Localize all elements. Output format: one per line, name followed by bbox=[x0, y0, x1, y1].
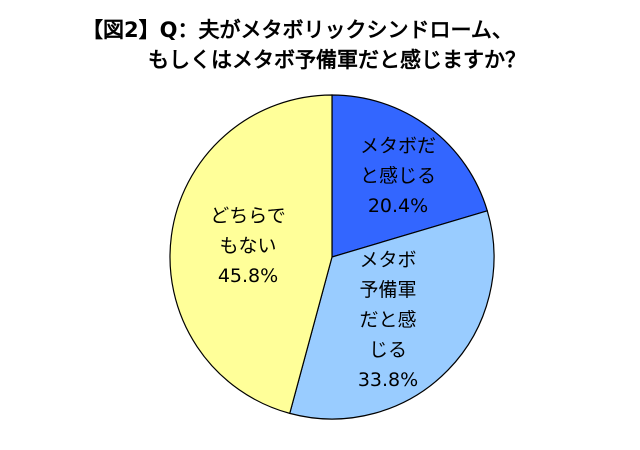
pie-slice-1 bbox=[289, 210, 495, 420]
slice-category-label-1-1: 予備軍 bbox=[359, 279, 416, 301]
pie-slice-0 bbox=[331, 94, 489, 258]
pie-slice-2 bbox=[169, 94, 333, 415]
chart-title: 【図2】Q：夫がメタボリックシンドローム、 もしくはメタボ予備軍だと感じますか？ bbox=[0, 0, 640, 80]
slice-category-label-0-1: と感じる bbox=[360, 165, 436, 187]
slice-category-label-1-0: メタボ bbox=[359, 249, 416, 271]
slice-category-label-1-3: じる bbox=[369, 339, 407, 361]
slice-value-label-0: 20.4% bbox=[368, 195, 428, 217]
slice-category-label-2-1: もない bbox=[219, 235, 276, 257]
slice-value-label-2: 45.8% bbox=[218, 265, 278, 287]
slice-category-label-1-2: だと感 bbox=[359, 309, 416, 331]
chart-title-line-1: 【図2】Q：夫がメタボリックシンドローム、 bbox=[82, 18, 513, 42]
slice-value-label-1: 33.8% bbox=[358, 369, 418, 391]
slice-category-label-2-0: どちらで bbox=[210, 205, 285, 227]
chart-title-line-2: もしくはメタボ予備軍だと感じますか？ bbox=[148, 48, 526, 72]
slice-category-label-0-0: メタボだ bbox=[360, 135, 436, 157]
